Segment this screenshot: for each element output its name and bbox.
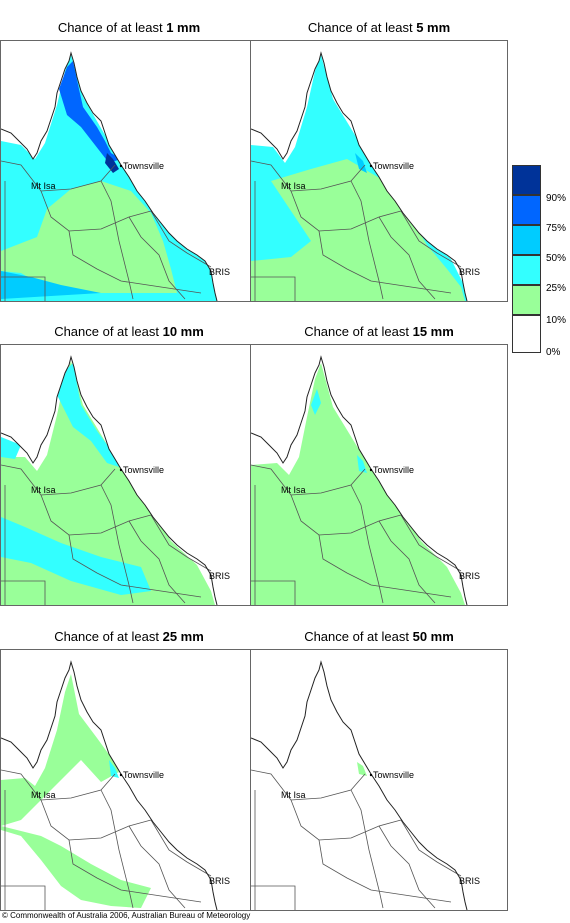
townsville-dot <box>369 468 373 472</box>
mt-isa-label: Mt Isa <box>31 790 56 800</box>
legend-label-25: 25% <box>546 283 567 294</box>
townsville-dot <box>119 468 123 472</box>
probability-map-15mm: Townsville Mt Isa BRIS <box>250 344 508 606</box>
bris-label: BRIS <box>459 571 480 581</box>
panel-title: Chance of at least 25 mm <box>54 629 204 644</box>
mt-isa-label: Mt Isa <box>281 181 306 191</box>
townsville-label: Townsville <box>373 161 414 171</box>
probability-map-1mm: Townsville Mt Isa BRIS <box>0 40 258 302</box>
panel-title: Chance of at least 5 mm <box>307 20 451 35</box>
bris-label: BRIS <box>209 876 230 886</box>
bris-label: BRIS <box>209 571 230 581</box>
legend-swatch-0 <box>512 315 541 353</box>
mt-isa-label: Mt Isa <box>281 485 306 495</box>
panel-title: Chance of at least 15 mm <box>304 324 454 339</box>
bris-label: BRIS <box>209 267 230 277</box>
legend-label-90: 90% <box>546 193 567 204</box>
townsville-label: Townsville <box>373 770 414 780</box>
bris-label: BRIS <box>459 876 480 886</box>
townsville-dot <box>369 164 373 168</box>
legend-swatch-75 <box>512 195 541 225</box>
townsville-label: Townsville <box>123 465 164 475</box>
townsville-label: Townsville <box>373 465 414 475</box>
mt-isa-label: Mt Isa <box>31 485 56 495</box>
legend-swatch-25 <box>512 255 541 285</box>
panel-title: Chance of at least 10 mm <box>54 324 204 339</box>
townsville-label: Townsville <box>123 161 164 171</box>
panel-title: Chance of at least 1 mm <box>57 20 201 35</box>
legend-swatch-50 <box>512 225 541 255</box>
probability-map-10mm: Townsville Mt Isa BRIS <box>0 344 258 606</box>
probability-map-5mm: Townsville Mt Isa BRIS <box>250 40 508 302</box>
copyright-footer: © Commonwealth of Australia 2006, Austra… <box>2 911 251 920</box>
townsville-dot <box>119 164 123 168</box>
legend-label-0: 0% <box>546 347 561 358</box>
legend-label-10: 10% <box>546 315 567 326</box>
probability-legend: 90% 75% 50% 25% 10% 0% <box>512 165 570 358</box>
townsville-dot <box>369 773 373 777</box>
townsville-dot <box>119 773 123 777</box>
panel-title: Chance of at least 50 mm <box>304 629 454 644</box>
probability-map-50mm: Townsville Mt Isa BRIS <box>250 649 508 911</box>
mt-isa-label: Mt Isa <box>281 790 306 800</box>
mt-isa-label: Mt Isa <box>31 181 56 191</box>
bris-label: BRIS <box>459 267 480 277</box>
probability-map-25mm: Townsville Mt Isa BRIS <box>0 649 258 911</box>
legend-swatch-90 <box>512 165 541 195</box>
legend-label-50: 50% <box>546 253 567 264</box>
legend-label-75: 75% <box>546 223 567 234</box>
townsville-label: Townsville <box>123 770 164 780</box>
legend-swatch-10 <box>512 285 541 315</box>
